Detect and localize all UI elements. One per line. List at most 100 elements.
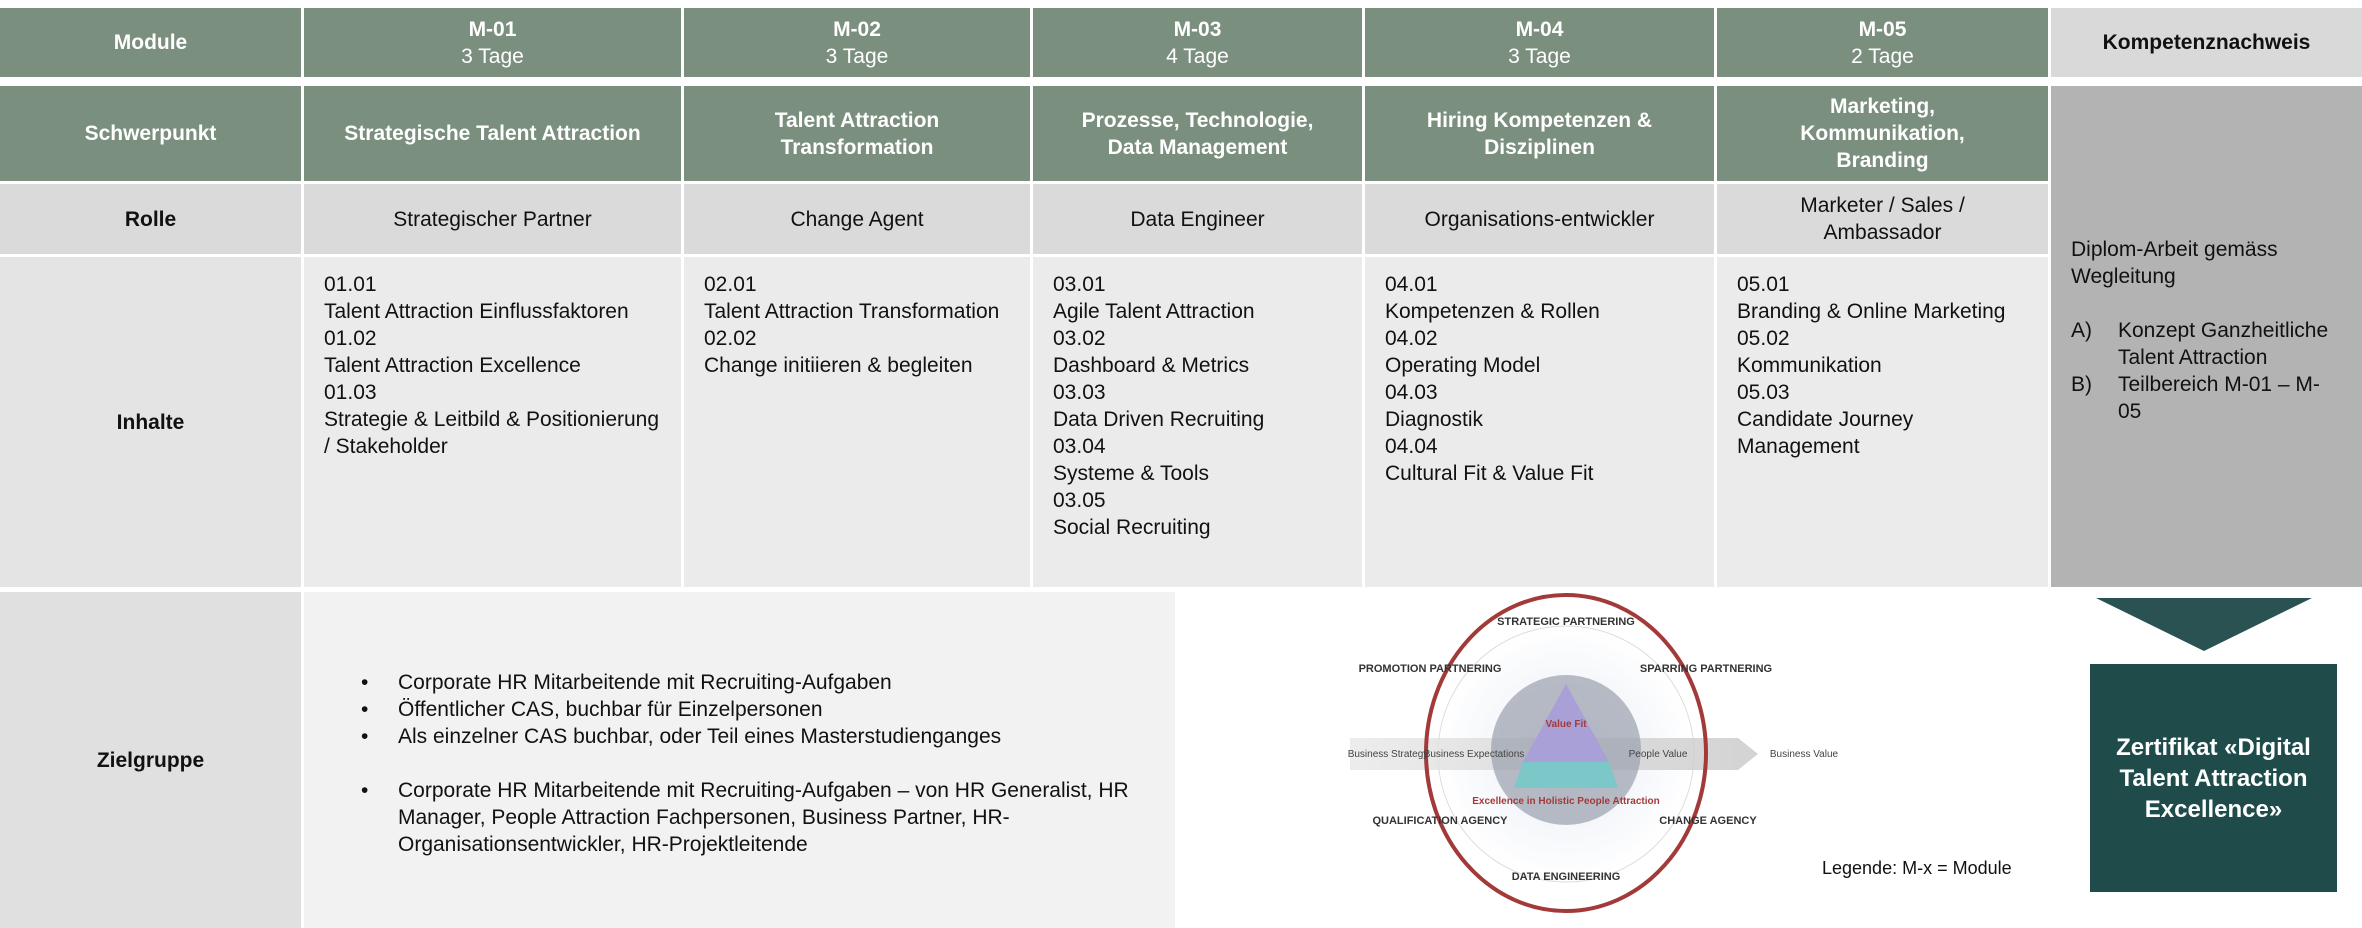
content-title: Systeme & Tools: [1053, 462, 1210, 485]
diagram-ellipse: [1424, 593, 1708, 913]
content-title: Kommunikation: [1737, 354, 1882, 377]
content-title: Branding & Online Marketing: [1737, 300, 2006, 323]
proof-item: A) Konzept Ganzheitliche Talent Attractio…: [2071, 317, 2342, 371]
module-label: Module: [0, 8, 301, 77]
module-duration: 2 Tage: [1851, 44, 1914, 68]
module-role: Strategischer Partner: [304, 184, 681, 254]
module-focus: Hiring Kompetenzen & Disziplinen: [1365, 86, 1714, 181]
content-title: Talent Attraction Excellence: [324, 354, 581, 377]
proof-marker: A): [2071, 319, 2092, 342]
content-code: 05.03: [1737, 381, 1790, 404]
content-title: Talent Attraction Transformation: [704, 300, 1000, 323]
proof-text: Diplom-Arbeit gemäss Wegleitung: [2071, 238, 2278, 288]
diagram-label: Business Expectations: [1424, 749, 1525, 760]
proof-marker: B): [2071, 373, 2092, 396]
content-title: Data Driven Recruiting: [1053, 408, 1265, 431]
module-role: Data Engineer: [1033, 184, 1362, 254]
audience-label: Zielgruppe: [0, 592, 301, 928]
module-focus: Marketing, Kommunikation, Branding: [1717, 86, 2048, 181]
module-duration: 3 Tage: [461, 44, 524, 68]
arrow-shape: [2096, 598, 2312, 651]
module-duration: 4 Tage: [1166, 44, 1229, 68]
content-code: 04.01: [1385, 273, 1438, 296]
content-title: Candidate Journey Management: [1737, 408, 1914, 458]
focus-label: Schwerpunkt: [0, 86, 301, 181]
module-header: M-03 4 Tage: [1033, 8, 1362, 77]
diagram-label: Business Strategy: [1348, 749, 1429, 760]
diagram-label: Value Fit: [1545, 719, 1587, 730]
diagram-label: Excellence in Holistic People Attraction: [1472, 796, 1659, 807]
content-title: Cultural Fit & Value Fit: [1385, 462, 1594, 485]
bullet: Corporate HR Mitarbeitende mit Recruitin…: [361, 669, 1155, 696]
module-duration: 3 Tage: [1508, 44, 1571, 68]
module-focus: Strategische Talent Attraction: [304, 86, 681, 181]
module-code: M-04: [1515, 17, 1564, 41]
proof-block: Diplom-Arbeit gemäss Wegleitung A) Konzep…: [2051, 86, 2362, 587]
diagram-label: SPARRING PARTNERING: [1640, 663, 1772, 675]
module-contents: 02.01 Talent Attraction Transformation 02.…: [684, 257, 1030, 587]
diagram-triangle-base: [1514, 762, 1618, 788]
module-contents: 04.01 Kompetenzen & Rollen 04.02 Operating …: [1365, 257, 1714, 587]
diagram-label: STRATEGIC PARTNERING: [1497, 616, 1635, 628]
content-title: Kompetenzen & Rollen: [1385, 300, 1600, 323]
content-code: 04.02: [1385, 327, 1438, 350]
content-code: 03.04: [1053, 435, 1106, 458]
content-code: 02.01: [704, 273, 757, 296]
proof-item-text: Konzept Ganzheitliche Talent Attraction: [2118, 319, 2329, 369]
bullet: Öffentlicher CAS, buchbar für Einzelpers…: [361, 696, 1155, 723]
proof-item-text: Teilbereich M-01 – M-05: [2118, 373, 2320, 423]
content-code: 04.03: [1385, 381, 1438, 404]
module-code: M-01: [468, 17, 517, 41]
bullet-list: Corporate HR Mitarbeitende mit Recruitin…: [361, 777, 1155, 858]
diagram-label: CHANGE AGENCY: [1659, 815, 1757, 827]
contents-label: Inhalte: [0, 257, 301, 587]
module-contents: 05.01 Branding & Online Marketing 05.02 Kom…: [1717, 257, 2048, 587]
content-title: Talent Attraction Einflussfaktoren: [324, 300, 629, 323]
bullet-list: Corporate HR Mitarbeitende mit Recruitin…: [361, 669, 1155, 750]
legend: Legende: M-x = Module: [1822, 858, 2012, 878]
content-code: 03.03: [1053, 381, 1106, 404]
content-title: Dashboard & Metrics: [1053, 354, 1250, 377]
module-header: M-05 2 Tage: [1717, 8, 2048, 77]
diagram-triangle: [1523, 684, 1609, 762]
content-title: Operating Model: [1385, 354, 1541, 377]
module-focus: Prozesse, Technologie, Data Management: [1033, 86, 1362, 181]
content-code: 01.02: [324, 327, 377, 350]
module-role: Marketer / Sales / Ambassador: [1717, 184, 2048, 254]
bullet: Als einzelner CAS buchbar, oder Teil ein…: [361, 723, 1155, 750]
diagram: STRATEGIC PARTNERING SPARRING PARTNERING…: [1348, 593, 2012, 913]
audience-block: Corporate HR Mitarbeitende mit Recruitin…: [304, 592, 1175, 928]
module-header: M-02 3 Tage: [684, 8, 1030, 77]
module-role: Change Agent: [684, 184, 1030, 254]
content-title: Agile Talent Attraction: [1053, 300, 1255, 323]
proof-label: Kompetenznachweis: [2051, 8, 2362, 77]
diagram-label: DATA ENGINEERING: [1512, 871, 1621, 883]
role-label: Rolle: [0, 184, 301, 254]
module-duration: 3 Tage: [825, 44, 889, 68]
content-title: Social Recruiting: [1053, 516, 1211, 539]
content-code: 03.01: [1053, 273, 1106, 296]
proof-list: A) Konzept Ganzheitliche Talent Attractio…: [2071, 317, 2342, 425]
module-contents: 01.01 Talent Attraction Einflussfaktoren 0…: [304, 257, 681, 587]
content-code: 05.02: [1737, 327, 1790, 350]
proof-item: B) Teilbereich M-01 – M-05: [2071, 371, 2342, 425]
content-title: Change initiieren & begleiten: [704, 354, 973, 377]
content-code: 03.05: [1053, 489, 1106, 512]
arrow-down: [2096, 598, 2312, 651]
module-header: M-04 3 Tage: [1365, 8, 1714, 77]
content-code: 01.01: [324, 273, 377, 296]
module-header: M-01 3 Tage: [304, 8, 681, 77]
module-contents: 03.01 Agile Talent Attraction 03.02 Dashboa…: [1033, 257, 1362, 587]
module-code: M-05: [1858, 17, 1907, 41]
content-code: 03.02: [1053, 327, 1106, 350]
certificate: Zertifikat «Digital Talent Attraction Ex…: [2090, 664, 2337, 892]
diagram-label: QUALIFICATION AGENCY: [1372, 815, 1508, 827]
content-code: 01.03: [324, 381, 377, 404]
content-code: 02.02: [704, 327, 757, 350]
diagram-label: PROMOTION PARTNERING: [1359, 663, 1502, 675]
module-code: M-02: [833, 17, 881, 41]
module-focus: Talent Attraction Transformation: [684, 86, 1030, 181]
diagram-label: Business Value: [1770, 749, 1839, 760]
